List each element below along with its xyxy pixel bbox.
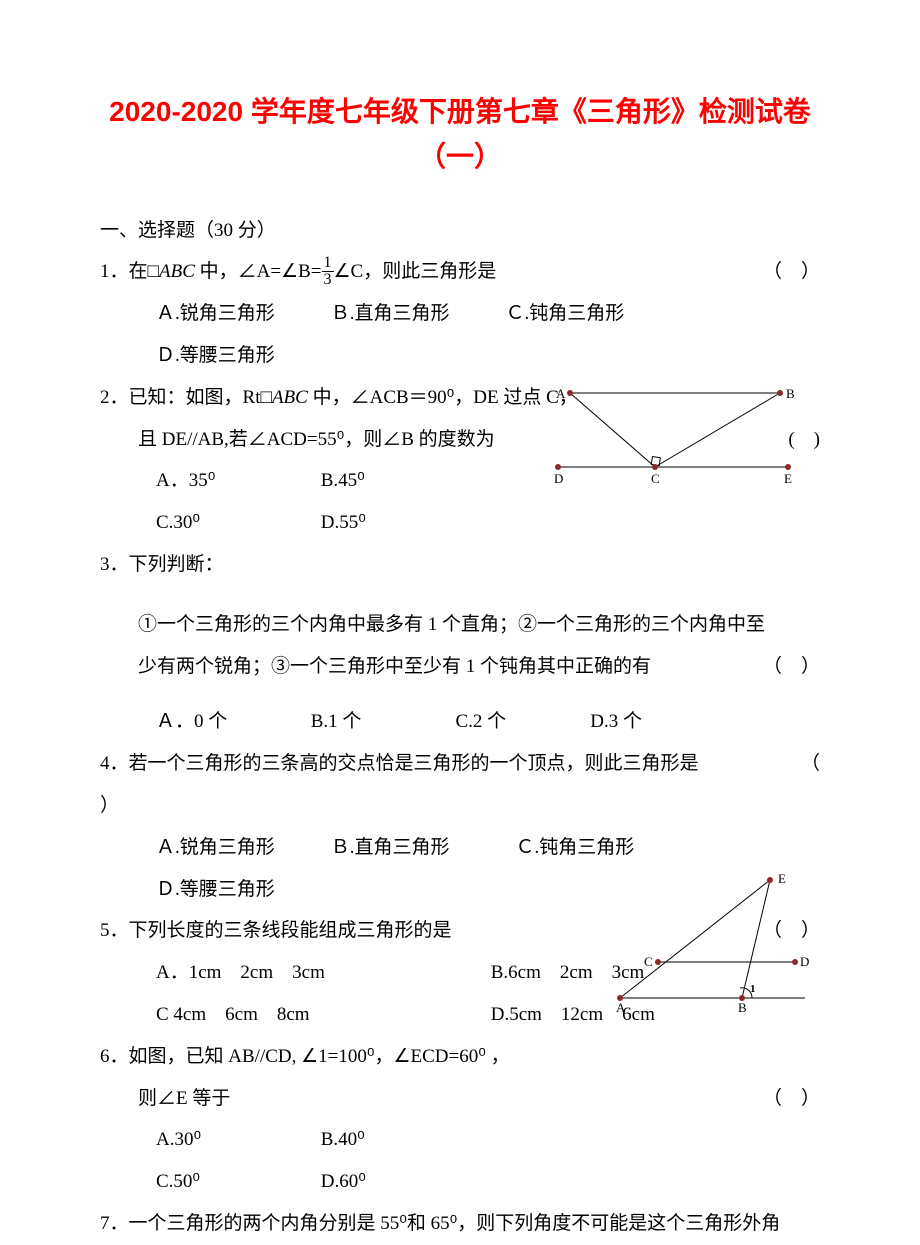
q6-fig-label-d: D bbox=[800, 954, 809, 969]
q6-fig-label-c: C bbox=[644, 954, 653, 969]
q6-fig-label-e: E bbox=[778, 871, 786, 886]
q6-options-row2: C.50⁰ D.60⁰ bbox=[100, 1161, 820, 1203]
q1-fraction: 13 bbox=[322, 255, 334, 288]
q1-frac-den: 3 bbox=[322, 272, 334, 288]
q6-opt-d: D.60⁰ bbox=[321, 1161, 441, 1203]
q2-fig-label-d: D bbox=[554, 471, 563, 486]
q3-text: 下列判断： bbox=[129, 554, 224, 575]
q6-line1: 6．如图，已知 AB//CD, ∠1=100⁰，∠ECD=60⁰ ， bbox=[100, 1036, 820, 1078]
q7-stem: 7．一个三角形的两个内角分别是 55⁰和 65⁰，则下列角度不可能是这个三角形外… bbox=[100, 1203, 820, 1245]
q5-text: 下列长度的三条线段能组成三角形的是 bbox=[129, 920, 452, 941]
q1-options: Ａ.锐角三角形 Ｂ.直角三角形 Ｃ.钝角三角形 Ｄ.等腰三角形 bbox=[100, 293, 820, 377]
q1-opt-a: Ａ.锐角三角形 bbox=[156, 293, 326, 335]
q6-l1: 如图，已知 AB//CD, ∠1=100⁰，∠ECD=60⁰ ， bbox=[129, 1046, 510, 1067]
q2-opt-b: B.45⁰ bbox=[321, 460, 441, 502]
page-title: 2020-2020 学年度七年级下册第七章《三角形》检测试卷（一） bbox=[100, 90, 820, 180]
q2-fig-label-e: E bbox=[784, 471, 792, 486]
q6-opt-c: C.50⁰ bbox=[156, 1161, 316, 1203]
q6-figure: E C D A B 1 bbox=[610, 870, 810, 1020]
q4-num: 4． bbox=[100, 753, 129, 774]
q2-opt-d: D.55⁰ bbox=[321, 502, 441, 544]
q2-abc: ABC bbox=[272, 387, 308, 408]
q3-opt-a: Ａ．0 个 bbox=[156, 701, 306, 743]
q6-line2: 则∠E 等于 （ ） bbox=[100, 1078, 820, 1120]
q3-spacer bbox=[100, 586, 820, 604]
q4-opt-b: Ｂ.直角三角形 bbox=[331, 827, 511, 869]
q1-opt-c: Ｃ.钝角三角形 bbox=[506, 293, 676, 335]
q3-body1: ①一个三角形的三个内角中最多有 1 个直角；②一个三角形的三个内角中至 bbox=[100, 604, 820, 646]
q2-opt-c: C.30⁰ bbox=[156, 502, 316, 544]
q3-b2-text: 少有两个锐角；③一个三角形中至少有 1 个钝角其中正确的有 bbox=[138, 656, 651, 677]
q4-paren2: ） bbox=[100, 795, 119, 816]
q1-abc: ABC bbox=[159, 261, 195, 282]
q2-fig-label-a: A bbox=[556, 386, 566, 401]
q1-opt-b: Ｂ.直角三角形 bbox=[331, 293, 501, 335]
q3-paren: （ ） bbox=[763, 646, 820, 688]
q3-options: Ａ．0 个 B.1 个 C.2 个 D.3 个 bbox=[100, 701, 820, 743]
q3-stem: 3．下列判断： bbox=[100, 544, 820, 586]
q6-opt-a: A.30⁰ bbox=[156, 1119, 316, 1161]
q2-figure: A B D C E bbox=[550, 375, 800, 490]
q3-body2: 少有两个锐角；③一个三角形中至少有 1 个钝角其中正确的有 （ ） bbox=[100, 646, 820, 688]
q2-fig-label-b: B bbox=[786, 386, 795, 401]
q7-num: 7． bbox=[100, 1213, 129, 1234]
q1-pre: 在□ bbox=[129, 261, 159, 282]
q1-mid: 中，∠A=∠B= bbox=[195, 261, 322, 282]
q3-opt-b: B.1 个 bbox=[311, 701, 451, 743]
q1-opt-d: Ｄ.等腰三角形 bbox=[156, 335, 316, 377]
q6-paren: （ ） bbox=[763, 1078, 820, 1120]
q1-stem: 1．在□ABC 中，∠A=∠B=13∠C，则此三角形是 （ ） bbox=[100, 251, 820, 293]
q2-l1-pre: 已知：如图，Rt□ bbox=[129, 387, 272, 408]
q2-num: 2． bbox=[100, 387, 129, 408]
q2-fig-label-c: C bbox=[651, 471, 660, 486]
q1-frac-num: 1 bbox=[322, 255, 334, 272]
q2-opt-a: A．35⁰ bbox=[156, 460, 316, 502]
q4-text: 若一个三角形的三条高的交点恰是三角形的一个顶点，则此三角形是 bbox=[129, 753, 699, 774]
q4-opt-c: Ｃ.钝角三角形 bbox=[516, 827, 696, 869]
q4-opt-a: Ａ.锐角三角形 bbox=[156, 827, 326, 869]
q7-text: 一个三角形的两个内角分别是 55⁰和 65⁰，则下列角度不可能是这个三角形外角 bbox=[129, 1213, 781, 1234]
q3-opt-c: C.2 个 bbox=[456, 701, 586, 743]
q1-post: ∠C，则此三角形是 bbox=[334, 261, 497, 282]
q2-l2-text: 且 DE//AB,若∠ACD=55⁰，则∠B 的度数为 bbox=[138, 429, 495, 450]
q6-fig-label-a: A bbox=[616, 1000, 626, 1015]
q5-num: 5． bbox=[100, 920, 129, 941]
q4-paren1: （ bbox=[801, 743, 820, 785]
q3-num: 3． bbox=[100, 554, 129, 575]
section-heading: 一、选择题（30 分） bbox=[100, 210, 820, 252]
q6-fig-label-b: B bbox=[738, 1000, 747, 1015]
q4-paren-line: ） bbox=[100, 785, 820, 827]
exam-page: 2020-2020 学年度七年级下册第七章《三角形》检测试卷（一） 一、选择题（… bbox=[0, 0, 920, 1192]
q1-num: 1． bbox=[100, 261, 129, 282]
q6-options-row1: A.30⁰ B.40⁰ bbox=[100, 1119, 820, 1161]
q6-fig-angle-1: 1 bbox=[750, 983, 756, 995]
q6-num: 6． bbox=[100, 1046, 129, 1067]
q3-spacer2 bbox=[100, 687, 820, 701]
q6-l2: 则∠E 等于 bbox=[138, 1088, 230, 1109]
q6-opt-b: B.40⁰ bbox=[321, 1119, 441, 1161]
q4-stem: 4．若一个三角形的三条高的交点恰是三角形的一个顶点，则此三角形是 （ bbox=[100, 743, 820, 785]
q2-l1-post: 中，∠ACB＝90⁰，DE 过点 C， bbox=[308, 387, 578, 408]
q4-opt-d: Ｄ.等腰三角形 bbox=[156, 869, 306, 911]
q5-opt-a: A．1cm 2cm 3cm bbox=[156, 952, 486, 994]
q2-options-row2: C.30⁰ D.55⁰ bbox=[100, 502, 820, 544]
q1-paren: （ ） bbox=[763, 251, 820, 293]
q3-opt-d: D.3 个 bbox=[590, 701, 700, 743]
q5-opt-c: C 4cm 6cm 8cm bbox=[156, 994, 486, 1036]
